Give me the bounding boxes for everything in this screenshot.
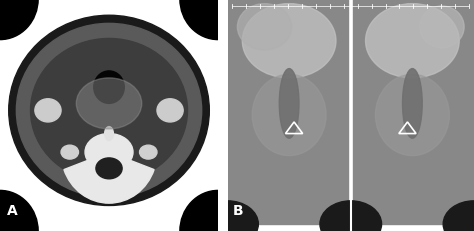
Ellipse shape bbox=[94, 72, 124, 104]
Ellipse shape bbox=[139, 146, 157, 159]
Ellipse shape bbox=[105, 127, 113, 141]
Ellipse shape bbox=[365, 5, 459, 79]
Ellipse shape bbox=[30, 39, 188, 182]
Ellipse shape bbox=[252, 75, 326, 156]
Bar bbox=[353, 0, 474, 224]
Ellipse shape bbox=[35, 99, 61, 122]
Ellipse shape bbox=[180, 0, 256, 40]
Ellipse shape bbox=[76, 79, 142, 129]
Ellipse shape bbox=[157, 99, 183, 122]
Ellipse shape bbox=[180, 191, 256, 231]
Ellipse shape bbox=[17, 24, 202, 198]
Ellipse shape bbox=[197, 201, 258, 231]
Wedge shape bbox=[64, 152, 154, 203]
Text: A: A bbox=[7, 203, 17, 217]
Ellipse shape bbox=[237, 5, 292, 51]
Ellipse shape bbox=[0, 0, 38, 40]
Ellipse shape bbox=[96, 158, 122, 179]
Ellipse shape bbox=[9, 16, 210, 206]
Ellipse shape bbox=[61, 146, 79, 159]
Ellipse shape bbox=[420, 7, 464, 49]
Ellipse shape bbox=[279, 69, 299, 139]
Ellipse shape bbox=[402, 69, 422, 139]
Ellipse shape bbox=[375, 75, 449, 156]
Ellipse shape bbox=[85, 134, 133, 171]
Ellipse shape bbox=[242, 5, 336, 79]
Ellipse shape bbox=[443, 201, 474, 231]
Text: B: B bbox=[232, 203, 243, 217]
Bar bbox=[228, 0, 348, 224]
Ellipse shape bbox=[320, 201, 382, 231]
Ellipse shape bbox=[0, 191, 38, 231]
